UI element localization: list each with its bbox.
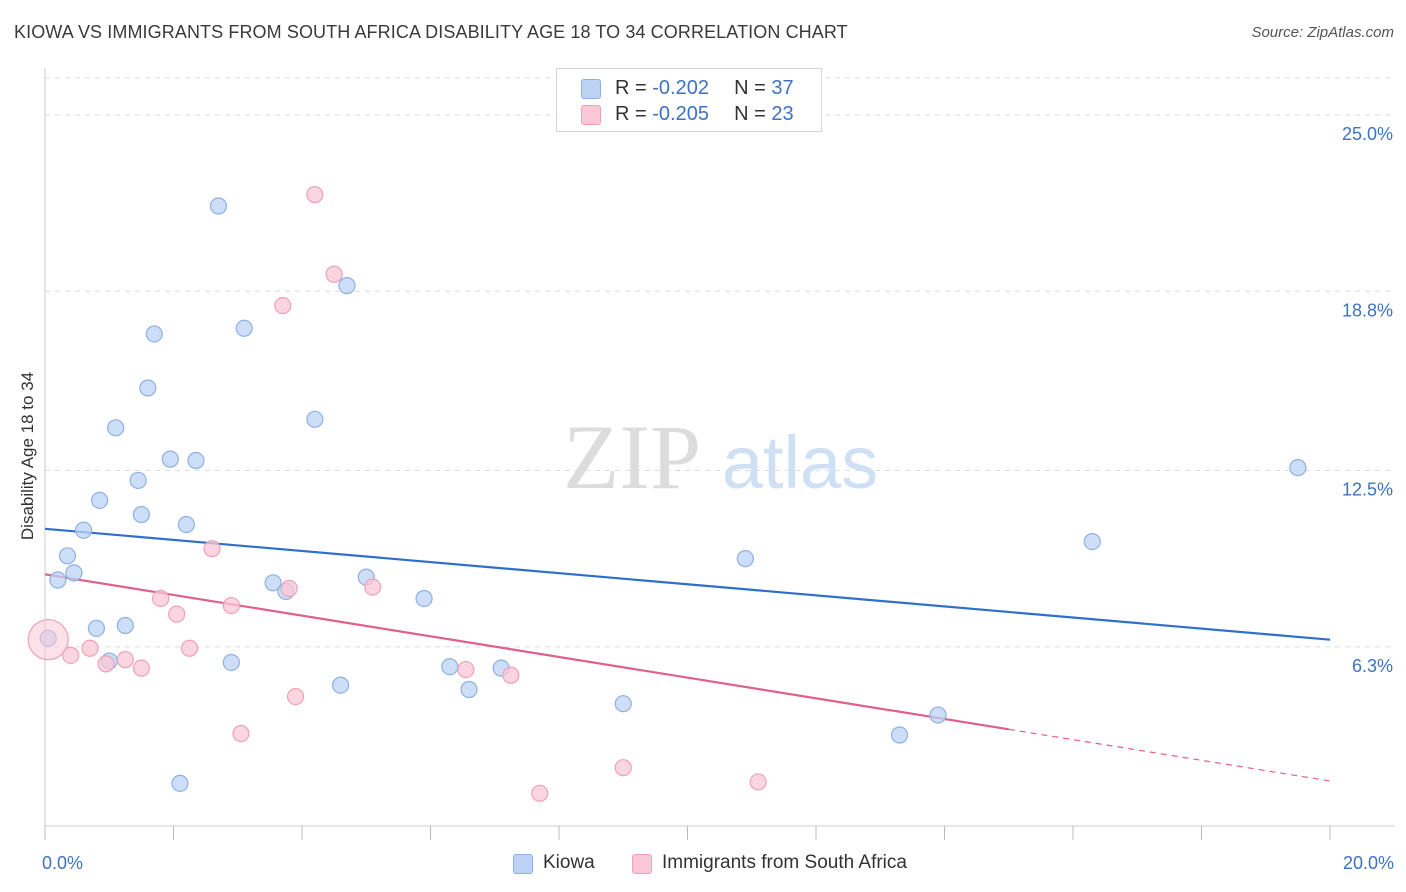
kiowa-point: [91, 491, 109, 509]
kiowa-point: [306, 410, 324, 428]
kiowa-point: [116, 616, 134, 635]
kiowa-point: [132, 505, 150, 524]
sa-point: [232, 724, 250, 743]
kiowa-point: [139, 379, 157, 397]
y-tick-label: 12.5%: [1342, 479, 1393, 499]
chart-title: KIOWA VS IMMIGRANTS FROM SOUTH AFRICA DI…: [14, 22, 848, 42]
axes: [44, 68, 1395, 840]
sa-point: [180, 639, 199, 657]
sa-point: [531, 784, 549, 802]
bottom-kiowa-label: Kiowa: [543, 852, 595, 873]
sa-point: [203, 540, 221, 558]
kiowa-point: [1083, 532, 1101, 551]
sa-point: [132, 659, 150, 677]
kiowa-point: [1289, 459, 1307, 477]
kiowa-point: [65, 564, 83, 582]
kiowa-point: [74, 521, 93, 539]
sa-trend-extension: [1008, 728, 1331, 782]
sa-point: [222, 596, 240, 615]
kiowa-point: [338, 277, 356, 295]
kiowa-n-label: N =: [734, 77, 772, 99]
kiowa-point: [222, 653, 240, 672]
kiowa-point: [161, 450, 179, 468]
y-tick-label: 6.3%: [1352, 656, 1393, 676]
x-tick-label: 0.0%: [42, 853, 83, 873]
sa-point: [286, 687, 305, 706]
kiowa-point: [209, 197, 228, 215]
watermark: ZIP atlas: [563, 406, 878, 508]
sa-point: [325, 265, 343, 283]
y-axis-label: Disability Age 18 to 34: [18, 372, 37, 540]
kiowa-point: [235, 319, 253, 337]
kiowa-point: [187, 451, 205, 470]
sa-r-value: -0.205: [652, 103, 709, 125]
source-label: Source: ZipAtlas.com: [1251, 24, 1394, 41]
kiowa-point: [441, 658, 459, 676]
kiowa-point: [49, 571, 67, 589]
y-tick-label: 18.8%: [1342, 300, 1393, 320]
sa-point: [306, 186, 324, 204]
sa-point: [614, 759, 632, 777]
kiowa-point: [145, 325, 163, 343]
kiowa-point: [87, 619, 106, 637]
correlation-legend: R = -0.202 N = 37 R = -0.205 N = 23: [556, 68, 822, 132]
sa-n-value: 23: [771, 103, 794, 125]
sa-point: [62, 646, 80, 664]
sa-point: [97, 655, 115, 673]
sa-point: [81, 639, 99, 657]
kiowa-point: [460, 680, 478, 699]
data-points: [27, 186, 1307, 802]
bottom-sa-label: Immigrants from South Africa: [662, 852, 907, 873]
y-tick-label: 25.0%: [1342, 124, 1393, 144]
grid-lines: [45, 77, 1395, 648]
kiowa-point: [614, 695, 632, 713]
kiowa-r-value: -0.202: [652, 77, 709, 99]
sa-point: [457, 660, 475, 679]
sa-swatch: [581, 105, 601, 125]
kiowa-point: [736, 550, 754, 568]
kiowa-trend-line: [44, 527, 1331, 641]
sa-point: [364, 578, 382, 596]
tick-labels: 6.3% 12.5% 18.8% 25.0% 0.0% 20.0%: [42, 124, 1394, 873]
kiowa-point: [264, 574, 282, 592]
sa-point: [502, 666, 520, 684]
sa-point: [274, 296, 292, 315]
sa-point: [749, 773, 767, 791]
sa-point: [280, 579, 298, 598]
kiowa-point: [58, 547, 77, 565]
sa-point: [27, 619, 69, 661]
sa-r-label: R =: [615, 103, 653, 125]
kiowa-point: [415, 589, 433, 608]
kiowa-n-value: 37: [771, 77, 794, 99]
sa-point: [152, 589, 170, 608]
kiowa-point: [107, 419, 125, 437]
kiowa-r-label: R =: [615, 77, 653, 99]
sa-n-label: N =: [734, 103, 772, 125]
kiowa-point: [331, 676, 350, 694]
sa-trend-line: [44, 573, 1009, 731]
kiowa-point: [929, 706, 947, 724]
kiowa-point: [177, 515, 195, 534]
kiowa-point: [890, 726, 909, 744]
sa-point: [168, 605, 186, 623]
trend-lines: [44, 527, 1331, 782]
bottom-sa-swatch: [632, 854, 652, 874]
kiowa-point: [129, 471, 147, 490]
sa-point: [116, 651, 134, 669]
kiowa-point: [171, 774, 189, 792]
bottom-kiowa-swatch: [513, 854, 533, 874]
watermark-atlas: atlas: [722, 421, 878, 504]
watermark-zip: ZIP: [563, 406, 701, 508]
kiowa-swatch: [581, 79, 601, 99]
x-tick-label: 20.0%: [1343, 853, 1394, 873]
